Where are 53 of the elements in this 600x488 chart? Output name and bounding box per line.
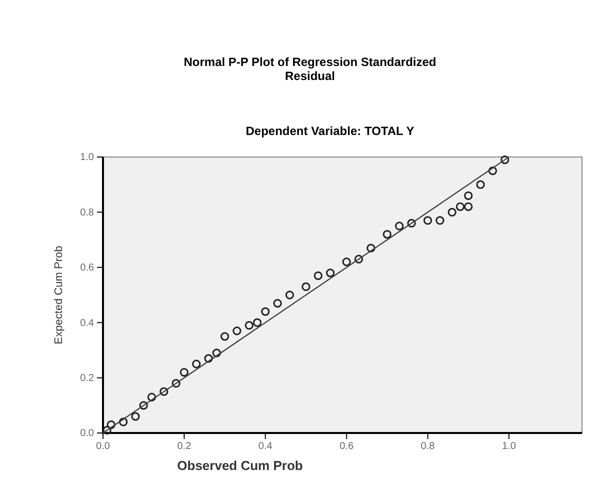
point <box>464 202 473 211</box>
point <box>382 230 392 239</box>
y-axis-title: Expected Cum Prob <box>53 246 65 344</box>
point <box>285 290 294 300</box>
x-tick-label: 0.0 <box>96 441 110 452</box>
point <box>261 307 270 316</box>
point <box>395 222 404 230</box>
point <box>488 166 498 176</box>
point <box>180 368 189 377</box>
point <box>131 412 140 421</box>
point <box>354 254 364 264</box>
y-tick-label: 0.6 <box>80 262 94 274</box>
y-tick-label: 0.4 <box>80 318 94 329</box>
x-tick-label: 0.4 <box>258 441 273 452</box>
point <box>476 180 485 189</box>
point <box>244 321 254 330</box>
x-axis-title: Observed Cum Prob <box>177 458 303 473</box>
y-tick-label: 0.0 <box>80 428 94 440</box>
point <box>106 420 116 430</box>
chart-title: Normal P-P Plot of Regression Standardized Residual <box>184 55 436 83</box>
point <box>147 392 156 402</box>
y-tick-label: 0.2 <box>80 373 94 384</box>
point <box>172 379 180 388</box>
point <box>212 348 221 358</box>
point <box>252 318 262 327</box>
point <box>192 360 201 368</box>
point <box>302 282 310 292</box>
point <box>326 268 335 278</box>
point <box>342 258 351 266</box>
point <box>407 218 416 228</box>
point <box>366 244 376 252</box>
point <box>118 418 128 426</box>
point <box>314 271 322 280</box>
point <box>436 216 444 225</box>
x-tick-label: 0.2 <box>177 441 192 452</box>
point <box>273 298 282 308</box>
point <box>220 332 230 341</box>
point <box>139 401 148 410</box>
x-tick-label: 1.0 <box>502 441 516 452</box>
chart-subtitle: Dependent Variable: TOTAL Y <box>246 124 414 138</box>
point <box>204 354 213 363</box>
point <box>232 326 242 336</box>
y-tick-label: 1.0 <box>80 152 94 164</box>
point <box>456 202 465 211</box>
x-tick-label: 0.6 <box>340 441 354 452</box>
x-tick-label: 0.8 <box>420 441 436 452</box>
point <box>423 216 432 225</box>
point <box>464 191 473 200</box>
point <box>448 208 456 217</box>
y-tick-label: 0.8 <box>80 207 94 218</box>
point <box>500 155 510 164</box>
point <box>160 387 168 396</box>
point <box>102 426 112 435</box>
